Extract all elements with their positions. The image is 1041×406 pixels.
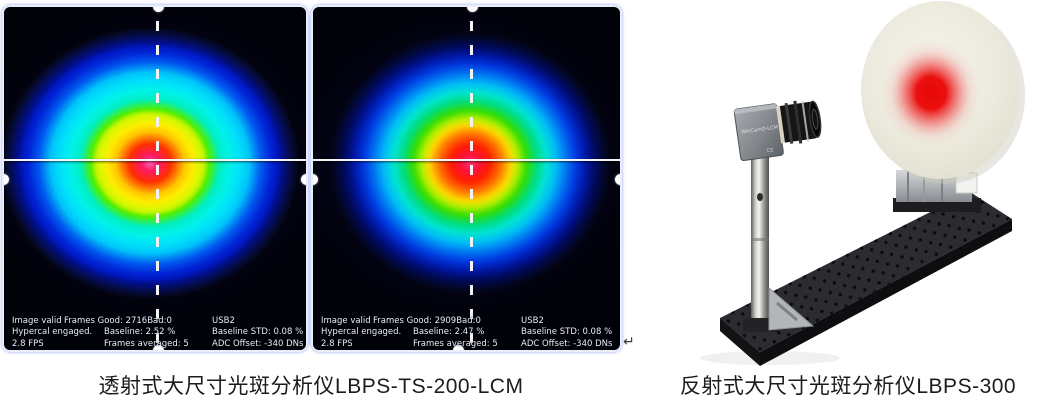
status-interface: USB2 (521, 316, 544, 326)
status-fps: 2.8 FPS (321, 339, 353, 349)
product-photo: WinCamD-LCM CE (680, 0, 1041, 372)
status-frames-avg: Frames averaged: 5 (104, 339, 189, 349)
beam-profile-view: Image valid Frames Good: 2909Bad:0 USB2 … (313, 7, 620, 350)
caption-reflective: 反射式大尺寸光斑分析仪LBPS-300 (679, 375, 1017, 398)
status-adc-offset: ADC Offset: -340 DNs (521, 339, 613, 349)
status-baseline: Baseline: 2.52 % (104, 327, 176, 337)
beam-profile-view: Image valid Frames Good: 2716Bad:0 USB2 … (4, 7, 306, 350)
cursor-handle-left[interactable] (4, 174, 9, 185)
horizontal-cursor-line[interactable] (313, 159, 620, 161)
camera-label: WinCamD-LCM (741, 125, 779, 136)
status-image-valid: Image valid (321, 316, 371, 326)
cursor-handle-top[interactable] (153, 7, 164, 12)
beam-profile-panel-reflective: Image valid Frames Good: 2909Bad:0 USB2 … (311, 5, 622, 352)
cursor-handle-left[interactable] (313, 174, 318, 185)
beam-camera: WinCamD-LCM CE (733, 100, 822, 162)
bracket-slot (776, 301, 798, 322)
status-baseline-std: Baseline STD: 0.08 % (521, 327, 613, 337)
angle-bracket (768, 286, 815, 331)
status-baseline: Baseline: 2.47 % (413, 327, 485, 337)
status-frames: Frames Good: 2716Bad:0 (64, 316, 172, 326)
camera-lens (775, 100, 822, 144)
return-mark: ↵ (623, 334, 635, 350)
status-image-valid: Image valid (12, 316, 62, 326)
vertical-cursor-line[interactable] (156, 7, 159, 350)
beam-profile-panel-transmissive: Image valid Frames Good: 2716Bad:0 USB2 … (2, 5, 308, 352)
beam-spot-image (4, 28, 298, 298)
vertical-cursor-line[interactable] (470, 7, 473, 350)
status-hypercal: Hypercal engaged. (321, 327, 402, 337)
horizontal-cursor-line[interactable] (4, 159, 306, 161)
status-frames-avg: Frames averaged: 5 (413, 339, 498, 349)
ce-mark: CE (767, 147, 774, 154)
laser-spot (881, 39, 981, 147)
cursor-handle-bottom[interactable] (153, 345, 164, 350)
product-photo-illustration: WinCamD-LCM CE (700, 1, 1025, 366)
cursor-handle-bottom[interactable] (453, 345, 464, 350)
status-frames: Frames Good: 2909Bad:0 (373, 316, 481, 326)
status-fps: 2.8 FPS (12, 339, 44, 349)
cursor-handle-right[interactable] (615, 174, 620, 185)
caption-transmissive: 透射式大尺寸光斑分析仪LBPS-TS-200-LCM (98, 375, 524, 398)
status-interface: USB2 (212, 316, 235, 326)
status-hypercal: Hypercal engaged. (12, 327, 93, 337)
status-adc-offset: ADC Offset: -340 DNs (212, 339, 304, 349)
cursor-handle-top[interactable] (467, 7, 478, 12)
status-baseline-std: Baseline STD: 0.08 % (212, 327, 304, 337)
cursor-handle-right[interactable] (301, 174, 306, 185)
